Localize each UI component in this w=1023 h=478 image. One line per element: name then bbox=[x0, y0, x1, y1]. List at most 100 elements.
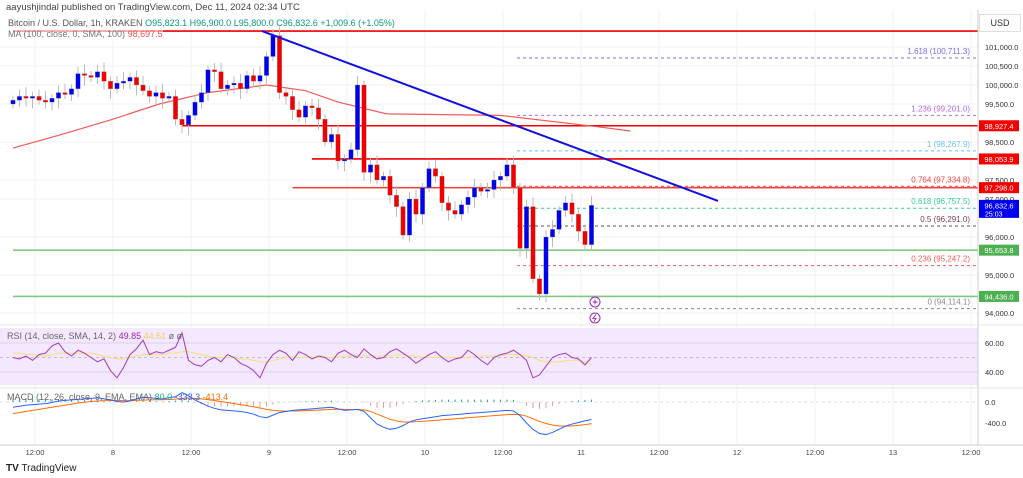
ma-legend[interactable]: MA (100, close, 0, SMA, 100) 98,697.5 bbox=[8, 29, 163, 39]
candle-body bbox=[75, 73, 81, 89]
rsi-label: RSI (14, close, SMA, 14, 2) bbox=[7, 331, 117, 341]
candle-body bbox=[368, 164, 373, 173]
time-tick: 12:00 bbox=[26, 448, 45, 457]
fib-level-label: 1 (98,267.9) bbox=[927, 140, 970, 149]
candle-body bbox=[108, 81, 113, 89]
candle-body bbox=[160, 92, 165, 99]
candle-body bbox=[504, 164, 510, 177]
ohlc-high: H96,900.0 bbox=[189, 18, 232, 28]
grid bbox=[0, 10, 978, 445]
lightning-icon[interactable] bbox=[589, 312, 601, 324]
indicator-tick: 60.00 bbox=[985, 339, 1004, 348]
candle-body bbox=[251, 75, 256, 82]
price-tag-label: 95,653.8 bbox=[984, 246, 1013, 255]
fib-level-label: 0.764 (97,334.8) bbox=[911, 175, 970, 184]
price-tag bbox=[979, 120, 1019, 132]
price-tick: 100,000.0 bbox=[985, 81, 1018, 90]
candle-body bbox=[127, 77, 133, 82]
candle-body bbox=[296, 109, 302, 118]
candle-body bbox=[257, 75, 263, 82]
candle-body bbox=[413, 198, 419, 215]
fib-level-label: 0 (94,114.1) bbox=[927, 298, 970, 307]
candle-body bbox=[400, 206, 406, 236]
indicator-tick: -400.0 bbox=[985, 419, 1006, 428]
time-axis[interactable]: 12:00 8 12:00 9 12:00 10 12:00 11 12:00 12 12:00 13… bbox=[26, 448, 981, 457]
macd-legend[interactable]: MACD (12, 26, close, 9, EMA, EMA) 80.0 -… bbox=[7, 392, 228, 402]
tradingview-branding[interactable]: TV TradingView bbox=[6, 463, 76, 474]
rsi-legend[interactable]: RSI (14, close, SMA, 14, 2) 49.85 44.61 … bbox=[7, 331, 182, 341]
price-tag-label: 94,436.0 bbox=[984, 292, 1013, 301]
price-tag bbox=[979, 182, 1019, 194]
candle-body bbox=[264, 56, 269, 76]
price-axis[interactable]: 101,000.0 100,500.0 100,000.0 99,500.0 98,50… bbox=[979, 43, 1019, 428]
price-tick: 97,000.0 bbox=[985, 195, 1014, 204]
candle-body bbox=[452, 210, 458, 215]
time-tick: 9 bbox=[267, 448, 271, 457]
candle-body bbox=[446, 202, 451, 211]
add-alert-icon[interactable] bbox=[589, 296, 601, 308]
tradingview-name: TradingView bbox=[21, 463, 77, 474]
price-tag bbox=[979, 199, 1019, 218]
candle-body bbox=[212, 69, 217, 72]
candle-body bbox=[69, 88, 74, 95]
candle-body bbox=[472, 187, 477, 198]
price-tag bbox=[979, 290, 1019, 302]
candle-body bbox=[342, 158, 347, 162]
time-tick: 11 bbox=[577, 448, 585, 457]
rsi-extra: ø ø bbox=[168, 331, 183, 341]
candle-body bbox=[394, 195, 399, 207]
trendline[interactable] bbox=[261, 30, 719, 202]
ohlc-low: L95,800.0 bbox=[233, 18, 274, 28]
candle-body bbox=[218, 71, 224, 89]
price-tag-label: 98,927.4 bbox=[984, 122, 1013, 131]
candle-body bbox=[147, 90, 152, 97]
candle-body bbox=[439, 176, 445, 203]
candle-body bbox=[569, 202, 575, 215]
ma100-line bbox=[12, 84, 631, 149]
candle-body bbox=[361, 84, 367, 173]
candle-body bbox=[56, 92, 61, 99]
tradingview-logo: TV bbox=[6, 463, 19, 474]
candle-body bbox=[238, 82, 243, 89]
candle-body bbox=[283, 92, 289, 97]
ohlc-change: +1,009.6 (+1.05%) bbox=[320, 18, 395, 28]
macd-hist-value: 80.0 bbox=[154, 392, 173, 402]
candle-body bbox=[530, 206, 536, 279]
candle-body bbox=[329, 134, 334, 143]
candles bbox=[10, 26, 594, 303]
horizontal-lines bbox=[13, 30, 978, 298]
candle-body bbox=[426, 168, 432, 188]
candle-body bbox=[88, 75, 94, 78]
candle-body bbox=[550, 229, 555, 238]
candle-body bbox=[290, 96, 295, 110]
candle-body bbox=[186, 115, 191, 126]
time-tick: 12:00 bbox=[338, 448, 357, 457]
macd-signal-value: -413.4 bbox=[202, 392, 229, 402]
candle-body bbox=[517, 187, 523, 249]
price-tick: 96,000.0 bbox=[985, 233, 1014, 242]
macd-signal-line bbox=[12, 397, 592, 427]
candle-body bbox=[589, 205, 594, 245]
candle-body bbox=[420, 187, 425, 215]
price-tick: 99,500.0 bbox=[985, 100, 1014, 109]
candle-body bbox=[134, 77, 139, 86]
candle-body bbox=[153, 92, 159, 97]
currency-button[interactable]: USD bbox=[979, 14, 1021, 32]
candle-body bbox=[433, 168, 438, 177]
time-tick: 12:00 bbox=[806, 448, 825, 457]
symbol-legend: Bitcoin / U.S. Dollar, 1h, KRAKEN O95,82… bbox=[8, 18, 395, 28]
fib-level-label: 0.5 (96,291.0) bbox=[920, 215, 970, 224]
price-tag-label: 97,298.0 bbox=[984, 184, 1013, 193]
indicator-tick: 0.0 bbox=[985, 398, 995, 407]
price-tick: 101,000.0 bbox=[985, 43, 1018, 52]
ohlc-open: O95,823.1 bbox=[145, 18, 188, 28]
price-tick: 98,500.0 bbox=[985, 138, 1014, 147]
time-tick: 10 bbox=[421, 448, 429, 457]
candle-body bbox=[166, 96, 172, 99]
symbol-name[interactable]: Bitcoin / U.S. Dollar, 1h, KRAKEN bbox=[8, 18, 143, 28]
indicator-tick: 40.00 bbox=[985, 368, 1004, 377]
time-tick: 12:00 bbox=[494, 448, 513, 457]
candle-body bbox=[303, 105, 308, 118]
